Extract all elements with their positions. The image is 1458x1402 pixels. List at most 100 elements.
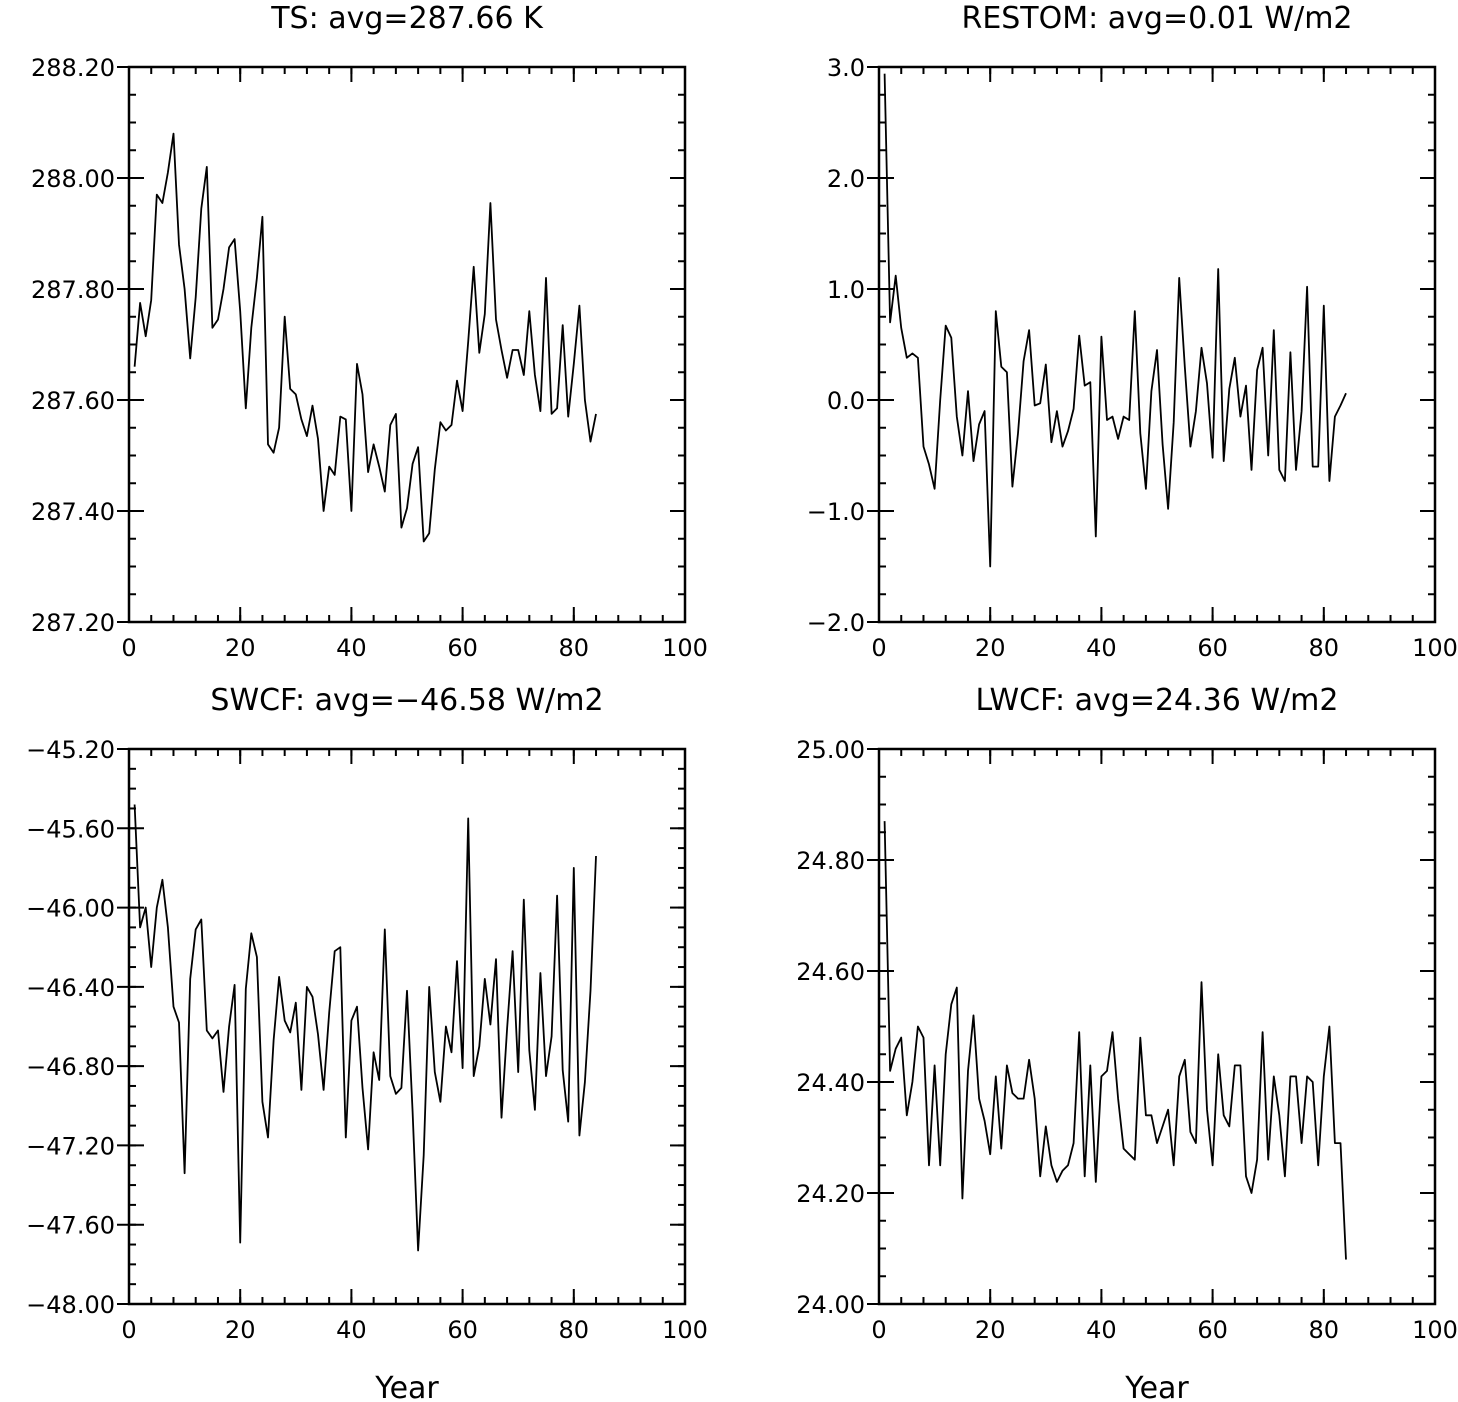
data-point [967,1070,969,1072]
data-point [1123,416,1125,418]
x-axis-label: Year [374,1371,439,1402]
data-point [512,349,514,351]
data-point [195,928,197,930]
data-point [1117,438,1119,440]
data-point [1278,469,1280,471]
data-point [1201,981,1203,983]
data-point [1284,1175,1286,1177]
data-point [995,310,997,312]
data-point [1301,410,1303,412]
data-point [456,960,458,962]
data-point [1095,536,1097,538]
data-point [1245,385,1247,387]
data-point [467,341,469,343]
data-point [350,510,352,512]
data-point [506,377,508,379]
data-point [451,424,453,426]
data-point [1034,405,1036,407]
data-point [1000,1148,1002,1150]
data-point [245,988,247,990]
data-point [328,466,330,468]
data-point [973,460,975,462]
data-point [1112,416,1114,418]
data-point [584,1081,586,1083]
data-point [1134,1159,1136,1161]
data-point [150,966,152,968]
data-point [1273,329,1275,331]
data-point [206,166,208,168]
data-point [1256,1159,1258,1161]
data-point [590,441,592,443]
data-point [367,1148,369,1150]
data-point [1067,1164,1069,1166]
panel-title: RESTOM: avg=0.01 W/m2 [961,1,1352,36]
y-tick-label: −48.00 [26,1291,115,1319]
data-point [312,405,314,407]
data-point [1162,1125,1164,1127]
data-point [1173,1164,1175,1166]
panel-title: SWCF: avg=−46.58 W/m2 [210,683,603,718]
data-point [484,313,486,315]
x-tick-label: 20 [975,1316,1006,1344]
data-point [1167,1109,1169,1111]
data-point [434,468,436,470]
data-point [384,928,386,930]
data-point [1228,1125,1230,1127]
data-point [173,133,175,135]
y-tick-label: 1.0 [827,276,865,304]
y-tick-label: 24.40 [796,1069,865,1097]
series-line [133,132,597,543]
data-point [1062,446,1064,448]
data-point [956,987,958,989]
data-point [139,302,141,304]
data-point [1050,1164,1052,1166]
data-point [489,202,491,204]
data-point [395,413,397,415]
data-point [1028,1059,1030,1061]
data-point [145,907,147,909]
data-point [1017,432,1019,434]
data-point [1289,351,1291,353]
data-point [1295,469,1297,471]
data-point [539,410,541,412]
data-point [889,321,891,323]
data-point [211,327,213,329]
y-tick-label: −45.60 [26,815,115,843]
data-point [478,1045,480,1047]
data-point [1073,408,1075,410]
data-point [1139,1037,1141,1039]
y-tick-label: −46.00 [26,895,115,923]
data-point [539,972,541,974]
data-point [378,1079,380,1081]
y-tick-label: −45.20 [26,736,115,764]
data-point [473,266,475,268]
data-point [239,310,241,312]
data-point [895,275,897,277]
data-point [1278,1114,1280,1116]
data-point [523,374,525,376]
data-point [389,1075,391,1077]
x-tick-label: 0 [871,1316,886,1344]
data-point [1078,335,1080,337]
data-point [1217,1053,1219,1055]
data-point [439,1101,441,1103]
data-point [161,202,163,204]
data-point [495,958,497,960]
data-point [562,1069,564,1071]
data-point [1262,1031,1264,1033]
data-point [462,1067,464,1069]
data-point [1340,405,1342,407]
data-point [1156,1142,1158,1144]
data-point [1011,1092,1013,1094]
data-point [1156,349,1158,351]
data-point [545,277,547,279]
data-point [223,1091,225,1093]
data-point [278,976,280,978]
y-tick-label: 2.0 [827,165,865,193]
data-point [1078,1031,1080,1033]
data-point [923,446,925,448]
data-point [278,427,280,429]
data-point [973,1014,975,1016]
data-point [911,1081,913,1083]
data-point [1334,416,1336,418]
